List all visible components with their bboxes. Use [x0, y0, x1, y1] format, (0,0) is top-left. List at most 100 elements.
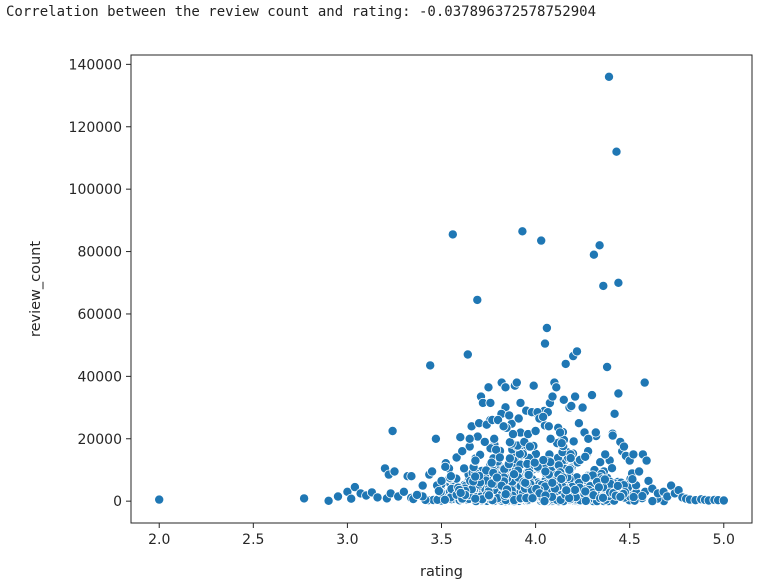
data-point: [718, 495, 729, 506]
data-point: [411, 489, 422, 500]
data-point: [558, 394, 569, 405]
data-point: [451, 452, 462, 463]
data-point: [500, 489, 511, 500]
data-point: [577, 402, 588, 413]
data-point: [611, 146, 622, 157]
data-point: [500, 382, 511, 393]
data-point: [530, 425, 541, 436]
y-tick-label: 120000: [69, 120, 122, 136]
data-point: [607, 463, 618, 474]
data-point: [479, 436, 490, 447]
data-point: [299, 493, 310, 504]
data-point: [641, 455, 652, 466]
data-point: [528, 380, 539, 391]
data-point: [524, 441, 535, 452]
data-point: [580, 472, 591, 483]
data-point: [430, 433, 441, 444]
data-point: [609, 408, 620, 419]
data-point: [580, 495, 591, 506]
data-point: [398, 486, 409, 497]
data-point: [580, 486, 591, 497]
data-point: [323, 495, 334, 506]
data-point: [627, 474, 638, 485]
data-point: [492, 414, 503, 425]
data-point: [346, 493, 357, 504]
data-point: [598, 280, 609, 291]
y-tick-label: 80000: [77, 245, 122, 261]
data-point: [529, 457, 540, 468]
data-point: [566, 400, 577, 411]
data-point: [494, 452, 505, 463]
x-tick-label: 2.5: [242, 532, 264, 548]
data-point: [565, 453, 576, 464]
data-point: [647, 496, 658, 507]
y-tick-label: 60000: [77, 307, 122, 323]
data-point: [612, 480, 623, 491]
data-point: [427, 466, 438, 477]
data-point: [540, 466, 551, 477]
data-point: [470, 455, 481, 466]
data-point: [406, 471, 417, 482]
data-point: [619, 441, 630, 452]
data-point: [504, 410, 515, 421]
ticks-layer: 2.0 2.5 3.0 3.5 4.0 4.5 5.0 0 20000 40000 60000 800…: [69, 57, 735, 548]
data-point: [639, 377, 650, 388]
data-point: [462, 349, 473, 360]
data-point: [604, 71, 615, 82]
data-point: [628, 492, 639, 503]
data-point: [470, 471, 481, 482]
x-tick-label: 3.5: [430, 532, 452, 548]
data-point: [560, 358, 571, 369]
x-axis-label: rating: [420, 564, 463, 580]
data-point: [504, 453, 515, 464]
data-point: [600, 449, 611, 460]
data-point: [593, 482, 604, 493]
data-point: [547, 391, 558, 402]
y-tick-label: 100000: [69, 182, 122, 198]
data-point: [447, 229, 458, 240]
data-point: [613, 388, 624, 399]
data-point: [459, 463, 470, 474]
data-point: [583, 433, 594, 444]
data-point: [489, 433, 500, 444]
data-point: [491, 472, 502, 483]
data-point: [507, 429, 518, 440]
data-point: [523, 469, 534, 480]
data-point: [555, 427, 566, 438]
data-point: [539, 496, 550, 507]
data-point: [551, 382, 562, 393]
data-point: [470, 493, 481, 504]
data-point: [417, 480, 428, 491]
data-point: [455, 432, 466, 443]
data-point: [483, 490, 494, 501]
data-point: [556, 473, 567, 484]
x-tick-label: 3.0: [336, 532, 358, 548]
data-point: [154, 494, 165, 505]
data-point: [540, 338, 551, 349]
data-point: [436, 475, 447, 486]
points-layer: [154, 71, 729, 507]
data-point: [564, 464, 575, 475]
data-point: [372, 492, 383, 503]
data-point: [580, 451, 591, 462]
x-tick-label: 4.0: [524, 532, 546, 548]
data-point: [483, 382, 494, 393]
x-tick-label: 2.0: [148, 532, 170, 548]
data-point: [598, 492, 609, 503]
data-point: [508, 469, 519, 480]
data-point: [349, 482, 360, 493]
y-axis-label: review_count: [28, 241, 44, 337]
data-point: [543, 421, 554, 432]
data-point: [547, 477, 558, 488]
y-tick-label: 40000: [77, 369, 122, 385]
data-point: [511, 377, 522, 388]
y-tick-label: 140000: [69, 57, 122, 73]
data-point: [568, 436, 579, 447]
data-point: [595, 457, 606, 468]
data-point: [556, 438, 567, 449]
plot-frame: [130, 54, 753, 524]
data-point: [634, 466, 645, 477]
data-point: [570, 391, 581, 402]
data-point: [515, 397, 526, 408]
